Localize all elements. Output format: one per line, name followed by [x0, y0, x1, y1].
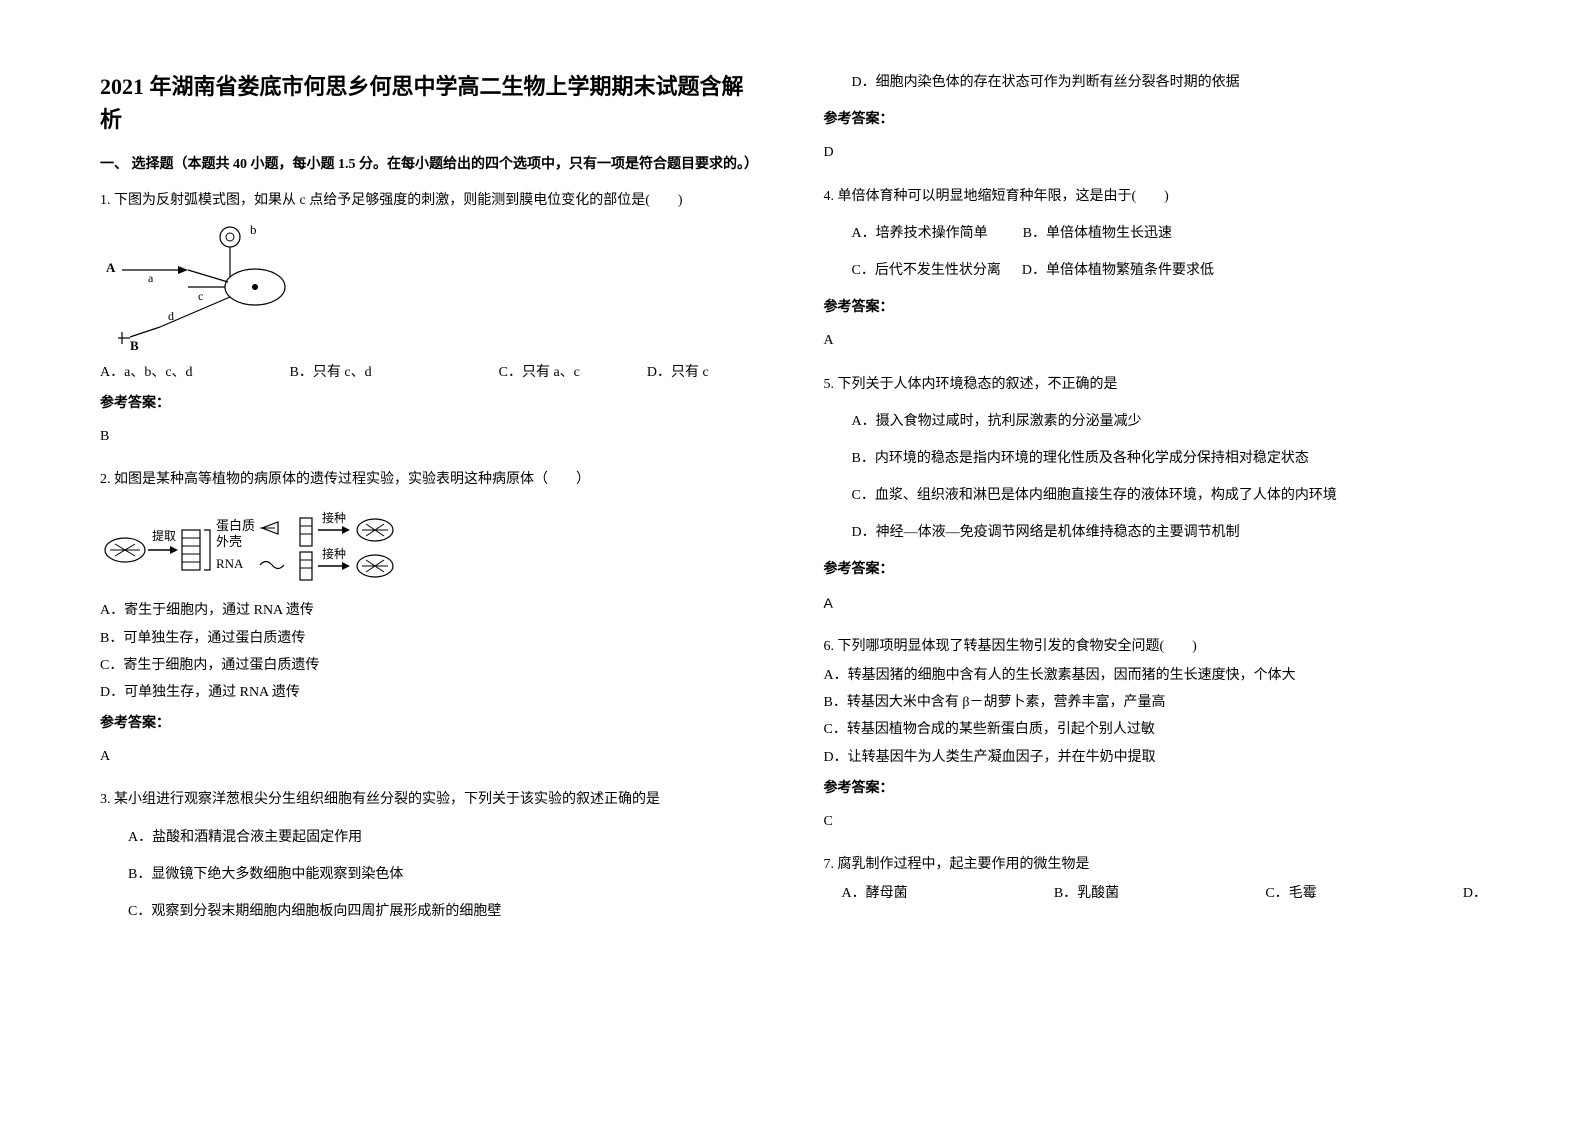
q5-answer-label: 参考答案： [824, 557, 1488, 582]
q7-optB: B．乳酸菌 [1054, 881, 1119, 906]
q3-optC: C．观察到分裂末期细胞内细胞板向四周扩展形成新的细胞壁 [100, 899, 764, 924]
q6-optB: B．转基因大米中含有 β－胡萝卜素，营养丰富，产量高 [824, 690, 1488, 715]
right-column: D．细胞内染色体的存在状态可作为判断有丝分裂各时期的依据 参考答案： D 4. … [824, 70, 1488, 1082]
q3-answer: D [824, 140, 1488, 165]
q5-optB: B．内环境的稳态是指内环境的理化性质及各种化学成分保持相对稳定状态 [824, 446, 1488, 471]
q1-answer-label: 参考答案： [100, 391, 764, 416]
question-2: 2. 如图是某种高等植物的病原体的遗传过程实验，实验表明这种病原体（ ） 提取 [100, 467, 764, 779]
left-column: 2021 年湖南省娄底市何思乡何思中学高二生物上学期期末试题含解析 一、 选择题… [100, 70, 764, 1082]
svg-text:A: A [106, 260, 116, 275]
q1-diagram: b A a c d B [100, 222, 764, 352]
q1-optC: C．只有 a、c [499, 365, 580, 380]
q3-optA: A．盐酸和酒精混合液主要起固定作用 [100, 825, 764, 850]
q2-answer-label: 参考答案： [100, 711, 764, 736]
q4-answer-label: 参考答案： [824, 295, 1488, 320]
q1-optD: D．只有 c [647, 365, 709, 380]
q2-optC: C．寄生于细胞内，通过蛋白质遗传 [100, 653, 764, 678]
q7-optC: C．毛霉 [1265, 881, 1316, 906]
label-extract: 提取 [152, 528, 176, 543]
q2-optA: A．寄生于细胞内，通过 RNA 遗传 [100, 598, 764, 623]
q2-text: 2. 如图是某种高等植物的病原体的遗传过程实验，实验表明这种病原体（ ） [100, 467, 764, 492]
label-shell: 外壳 [216, 534, 242, 549]
q5-optA: A．摄入食物过咸时，抗利尿激素的分泌量减少 [824, 409, 1488, 434]
q3-optB: B．显微镜下绝大多数细胞中能观察到染色体 [100, 862, 764, 887]
q1-text: 1. 下图为反射弧模式图，如果从 c 点给予足够强度的刺激，则能测到膜电位变化的… [100, 188, 764, 213]
question-5: 5. 下列关于人体内环境稳态的叙述，不正确的是 A．摄入食物过咸时，抗利尿激素的… [824, 372, 1488, 626]
question-4: 4. 单倍体育种可以明显地缩短育种年限，这是由于( ) A．培养技术操作简单 B… [824, 184, 1488, 364]
question-3: 3. 某小组进行观察洋葱根尖分生组织细胞有丝分裂的实验，下列关于该实验的叙述正确… [100, 787, 764, 926]
q5-optC: C．血浆、组织液和淋巴是体内细胞直接生存的液体环境，构成了人体的内环境 [824, 483, 1488, 508]
q1-answer: B [100, 424, 764, 449]
svg-text:c: c [198, 289, 203, 303]
q4-row2: C．后代不发生性状分离 D．单倍体植物繁殖条件要求低 [824, 258, 1488, 283]
q1-optB: B．只有 c、d [290, 365, 372, 380]
q6-text: 6. 下列哪项明显体现了转基因生物引发的食物安全问题( ) [824, 634, 1488, 659]
q3-optD: D．细胞内染色体的存在状态可作为判断有丝分裂各时期的依据 [824, 70, 1488, 95]
q2-answer: A [100, 744, 764, 769]
label-rna: RNA [216, 556, 244, 571]
q4-optC: C．后代不发生性状分离 [852, 263, 1001, 278]
q7-optA: A．酵母菌 [842, 881, 908, 906]
q2-optD: D．可单独生存，通过 RNA 遗传 [100, 680, 764, 705]
label-inoculate2: 接种 [322, 546, 346, 561]
q2-diagram: 提取 蛋白质 外壳 RNA [100, 500, 764, 590]
q7-options: A．酵母菌 B．乳酸菌 C．毛霉 D． [824, 881, 1488, 906]
label-inoculate1: 接种 [322, 510, 346, 525]
q3-text: 3. 某小组进行观察洋葱根尖分生组织细胞有丝分裂的实验，下列关于该实验的叙述正确… [100, 787, 764, 812]
svg-text:b: b [250, 222, 257, 237]
q3-answer-label: 参考答案： [824, 107, 1488, 132]
q4-optD: D．单倍体植物繁殖条件要求低 [1022, 263, 1214, 278]
q1-optA: A．a、b、c、d [100, 365, 193, 380]
svg-text:d: d [168, 309, 174, 323]
q6-answer: C [824, 809, 1488, 834]
exam-title: 2021 年湖南省娄底市何思乡何思中学高二生物上学期期末试题含解析 [100, 70, 764, 136]
q6-optD: D．让转基因牛为人类生产凝血因子，并在牛奶中提取 [824, 745, 1488, 770]
q2-optB: B．可单独生存，通过蛋白质遗传 [100, 626, 764, 651]
q4-optA: A．培养技术操作简单 [852, 226, 988, 241]
q5-text: 5. 下列关于人体内环境稳态的叙述，不正确的是 [824, 372, 1488, 397]
svg-text:B: B [130, 338, 139, 352]
q6-optC: C．转基因植物合成的某些新蛋白质，引起个别人过敏 [824, 717, 1488, 742]
label-protein: 蛋白质 [216, 518, 255, 533]
q4-text: 4. 单倍体育种可以明显地缩短育种年限，这是由于( ) [824, 184, 1488, 209]
question-7: 7. 腐乳制作过程中，起主要作用的微生物是 A．酵母菌 B．乳酸菌 C．毛霉 D… [824, 852, 1488, 910]
q7-optD: D． [1463, 881, 1487, 906]
q5-answer: A [824, 591, 1488, 616]
question-6: 6. 下列哪项明显体现了转基因生物引发的食物安全问题( ) A．转基因猪的细胞中… [824, 634, 1488, 844]
q6-optA: A．转基因猪的细胞中含有人的生长激素基因，因而猪的生长速度快，个体大 [824, 663, 1488, 688]
q6-answer-label: 参考答案： [824, 776, 1488, 801]
question-3-cont: D．细胞内染色体的存在状态可作为判断有丝分裂各时期的依据 参考答案： D [824, 70, 1488, 176]
question-1: 1. 下图为反射弧模式图，如果从 c 点给予足够强度的刺激，则能测到膜电位变化的… [100, 188, 764, 459]
svg-text:a: a [148, 271, 154, 285]
q5-optD: D．神经—体液—免疫调节网络是机体维持稳态的主要调节机制 [824, 520, 1488, 545]
section-header: 一、 选择题（本题共 40 小题，每小题 1.5 分。在每小题给出的四个选项中，… [100, 154, 764, 176]
q4-answer: A [824, 328, 1488, 353]
q4-row1: A．培养技术操作简单 B．单倍体植物生长迅速 [824, 221, 1488, 246]
q7-text: 7. 腐乳制作过程中，起主要作用的微生物是 [824, 852, 1488, 877]
q4-optB: B．单倍体植物生长迅速 [1023, 226, 1172, 241]
q1-options: A．a、b、c、d B．只有 c、d C．只有 a、c D．只有 c [100, 360, 764, 385]
